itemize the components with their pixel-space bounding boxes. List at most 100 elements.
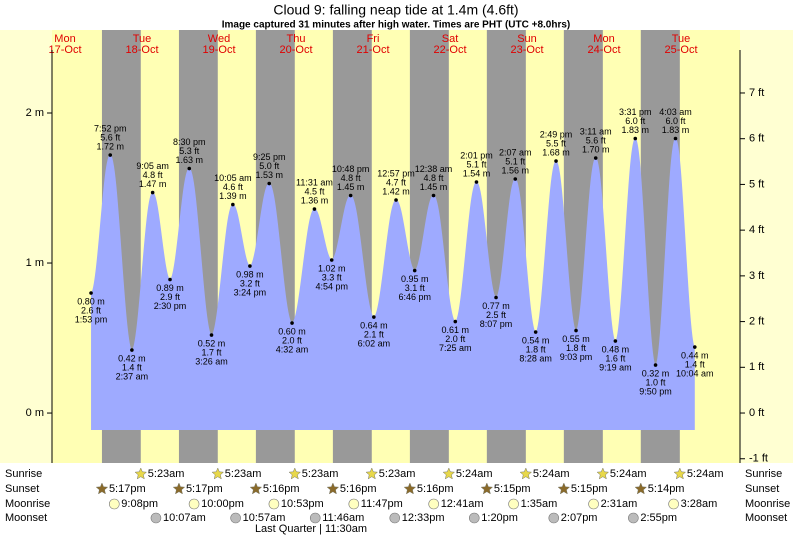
sunset-time: 5:15pm (494, 483, 531, 495)
sunrise-icon (288, 467, 302, 480)
tide-label: 0.44 m (681, 350, 709, 360)
tide-point (209, 333, 214, 337)
row-label: Moonrise (745, 498, 790, 510)
tide-point (653, 363, 658, 367)
tide-label: 1.72 m (96, 141, 124, 151)
y-tick-label: 1 m (26, 257, 44, 269)
tide-label: 1.6 ft (605, 353, 626, 363)
tide-label: 0.61 m (442, 325, 470, 335)
y2-tick-label: 5 ft (749, 178, 764, 190)
sunrise-time: 5:24am (456, 468, 493, 480)
row-label: Moonset (5, 512, 47, 524)
tide-point (431, 193, 436, 198)
day-date: 25-Oct (664, 44, 697, 56)
y-tick-label: 0 m (26, 407, 44, 419)
row-label: Sunset (5, 483, 39, 495)
tide-label: 1.45 m (420, 182, 448, 192)
y2-tick-label: 0 ft (749, 407, 764, 419)
tide-label: 10:04 am (676, 368, 714, 378)
tide-label: 2.9 ft (160, 292, 181, 302)
sunrise-icon (673, 467, 687, 480)
tide-label: 3:11 am (580, 126, 612, 136)
tide-label: 0.42 m (118, 353, 146, 363)
tide-label: 2:01 pm (460, 150, 493, 160)
tide-label: 4.5 ft (304, 186, 325, 196)
tide-label: 6:46 pm (398, 292, 431, 302)
moonset-icon (389, 512, 401, 524)
tide-label: 1.83 m (622, 125, 650, 135)
tide-point (394, 198, 398, 202)
y2-tick-label: 6 ft (749, 133, 764, 145)
moonset-icon (548, 512, 560, 524)
sunset-time: 5:16pm (340, 483, 377, 495)
moonrise-icon (588, 498, 599, 510)
tide-label: 4.8 ft (143, 170, 164, 180)
moonset-time: 2:55pm (640, 512, 677, 524)
tide-label: 7:25 am (439, 343, 472, 353)
tide-point (348, 193, 353, 198)
sunrise-icon (596, 467, 610, 480)
tide-label: 9:25 pm (253, 152, 286, 162)
sunset-time: 5:16pm (263, 483, 300, 495)
tide-label: 0.98 m (236, 269, 264, 279)
moonrise-icon (428, 498, 439, 510)
day-name: Wed (208, 33, 230, 45)
tide-label: 1.70 m (582, 144, 610, 154)
tide-point (168, 277, 172, 282)
moonrise-time: 10:53pm (281, 498, 324, 510)
tide-label: 0.54 m (522, 335, 550, 345)
moonrise-icon (508, 498, 519, 510)
tide-point (692, 345, 697, 349)
moonset-time: 2:07pm (561, 512, 598, 524)
tide-label: 3.2 ft (240, 278, 261, 288)
tide-point (108, 153, 113, 157)
chart-subtitle: Image captured 31 minutes after high wat… (222, 20, 571, 31)
moon-phase: Last Quarter | 11:30am (255, 523, 367, 535)
tide-label: 1.8 ft (566, 343, 587, 353)
tide-label: 0.77 m (482, 301, 510, 311)
tide-label: 5.1 ft (505, 156, 526, 166)
tide-label: 4.6 ft (223, 182, 244, 192)
tide-label: 1.54 m (463, 168, 491, 178)
tide-label: 1.36 m (301, 195, 329, 205)
sunrise-time: 5:23am (379, 468, 416, 480)
sunset-icon (403, 482, 417, 495)
sunrise-time: 5:24am (610, 468, 647, 480)
tide-label: 1.68 m (542, 147, 570, 157)
day-date: 17-Oct (48, 44, 81, 56)
moonrise-icon (348, 498, 360, 510)
row-label: Moonset (745, 512, 787, 524)
day-name: Sat (442, 33, 459, 45)
sunset-time: 5:15pm (571, 483, 608, 495)
sunrise-icon (211, 467, 225, 480)
tide-label: 1.45 m (337, 182, 365, 192)
tide-label: 1.83 m (662, 125, 690, 135)
tide-label: 1.56 m (502, 165, 530, 175)
tide-point (574, 328, 578, 333)
sunset-time: 5:17pm (109, 483, 146, 495)
tide-label: 3:31 pm (619, 107, 652, 117)
row-label: Moonrise (5, 498, 50, 510)
tide-label: 0.89 m (156, 283, 184, 293)
tide-label: 4:03 am (659, 107, 692, 117)
moonset-icon (468, 512, 480, 524)
tide-label: 0.80 m (77, 296, 105, 306)
tide-point (613, 339, 618, 343)
day-date: 23-Oct (510, 44, 543, 56)
moonrise-time: 9:08pm (121, 498, 158, 510)
moonrise-time: 3:28am (681, 498, 718, 510)
tide-label: 1.63 m (176, 155, 204, 165)
day-name: Mon (593, 33, 614, 45)
moonset-time: 1:20pm (481, 512, 518, 524)
day-date: 22-Oct (433, 44, 466, 56)
moonset-time: 10:57am (243, 512, 286, 524)
sunrise-time: 5:23am (302, 468, 339, 480)
tide-label: 2:30 pm (154, 301, 187, 311)
moonrise-time: 12:41am (441, 498, 484, 510)
tide-point (494, 295, 498, 300)
tide-point (187, 166, 192, 171)
tide-label: 9:03 pm (560, 352, 593, 362)
tide-point (267, 181, 272, 186)
tide-point (673, 136, 678, 141)
